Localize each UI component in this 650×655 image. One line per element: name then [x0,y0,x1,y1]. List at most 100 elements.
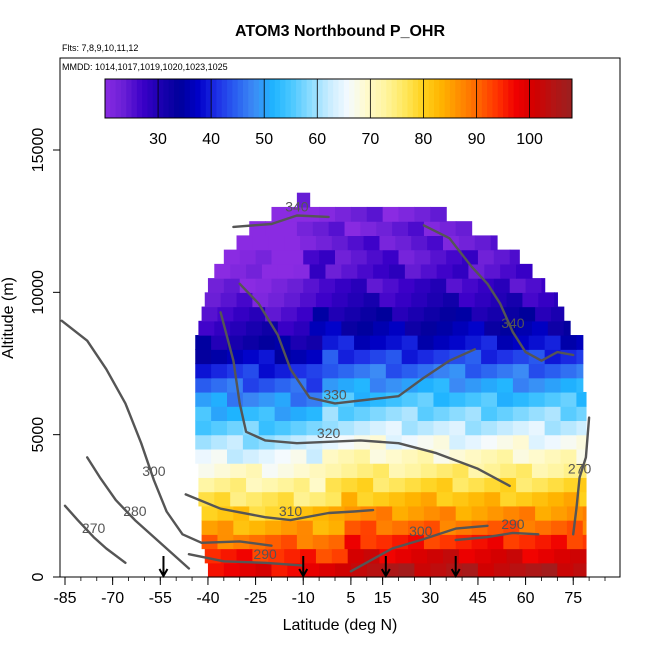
heat-cell [481,420,498,436]
heat-cell [261,463,279,478]
heat-cell [252,292,269,308]
heat-cell [328,306,346,322]
contour-label: 340 [501,315,525,331]
colorbar-tick-label: 70 [361,131,379,148]
heat-cell [239,249,257,265]
heat-cell [227,349,244,365]
colorbar-segment [280,79,286,118]
heat-cell [468,491,485,507]
heat-cell [576,391,587,407]
heat-cell [198,463,215,478]
y-tick-label: 15000 [30,128,47,173]
heat-cell [296,520,314,535]
colorbar-segment [237,79,244,118]
x-axis-label: Latitude (deg N) [283,617,398,634]
heat-cell [319,206,336,222]
heat-cell [293,491,311,507]
heat-cell [217,520,234,535]
colorbar-segment [322,79,329,118]
heat-cell [255,249,273,265]
heat-cell [211,377,228,393]
heat-cell [411,292,428,308]
heat-cell [357,320,374,336]
heat-cell [252,235,269,251]
x-tick-label: -55 [149,590,172,607]
heat-cell [255,562,273,578]
heat-cell [404,477,422,493]
heat-cell [338,349,355,365]
heat-cell [528,335,546,350]
contour-line [232,214,330,229]
heat-cell [516,491,533,507]
heat-cell [481,406,498,422]
heat-cell [363,548,381,564]
heat-cell [414,278,431,293]
contour-line [85,456,191,570]
colorbar-segment [290,79,297,118]
colorbar-segment [110,79,117,118]
heat-cell [207,562,225,578]
heat-cell [369,377,387,393]
heat-cell [477,562,495,578]
colorbar-segment [508,79,515,118]
heat-cell [201,520,219,535]
heat-cell [325,491,342,507]
heat-cell [252,548,269,564]
heat-cell [195,420,212,436]
heat-cell [322,349,339,365]
colorbar-segment [205,79,212,118]
heat-cell [433,349,450,365]
heat-cell [303,249,320,265]
heat-cell [576,448,587,464]
heat-cell [560,448,578,464]
heat-cell [538,292,555,308]
heat-cell [338,363,355,379]
heat-cell [354,377,371,393]
colorbar-segment [232,79,239,118]
contour-line [219,311,511,488]
heat-cell [570,548,587,564]
y-tick-label: 0 [30,572,47,581]
heat-cell [354,448,371,464]
heat-cell [449,406,466,422]
heat-cell [300,292,317,308]
colorbar-segment [428,79,435,118]
heat-cell [214,463,231,478]
heat-cell [417,406,435,422]
heat-cell [531,320,549,336]
heat-cell [408,306,425,322]
heat-cell [338,406,355,422]
heat-cell [414,249,431,265]
heat-cell [227,377,244,393]
flight-arrow [158,556,169,579]
heat-cell [433,335,450,350]
heat-cell [354,363,371,379]
heat-cell [268,292,285,308]
heat-cell [230,320,247,336]
y-tick-label: 5000 [30,417,47,453]
colorbar-segment [333,79,339,118]
heat-cell [382,249,400,265]
heat-cell [306,363,323,379]
colorbar-segment [524,79,531,118]
contour-label: 290 [253,546,277,562]
colorbar-segment [343,79,350,118]
heat-cell [309,320,327,336]
colorbar-tick-label: 30 [149,131,167,148]
heat-cell [404,491,422,507]
heat-cell [389,263,406,279]
heat-cell [220,548,238,564]
heat-cell [474,548,492,564]
heat-cell [497,363,514,379]
heat-cell [503,520,520,535]
heat-cell [519,534,536,550]
contour-line [572,416,591,536]
heat-cell [268,235,285,251]
heat-cell [338,377,355,393]
heat-cell [281,306,298,322]
heat-cell [452,477,470,493]
heat-cell [576,363,584,379]
x-tick-label: 5 [346,590,355,607]
heat-cell [366,562,384,578]
colorbar-tick-label: 60 [308,131,326,148]
